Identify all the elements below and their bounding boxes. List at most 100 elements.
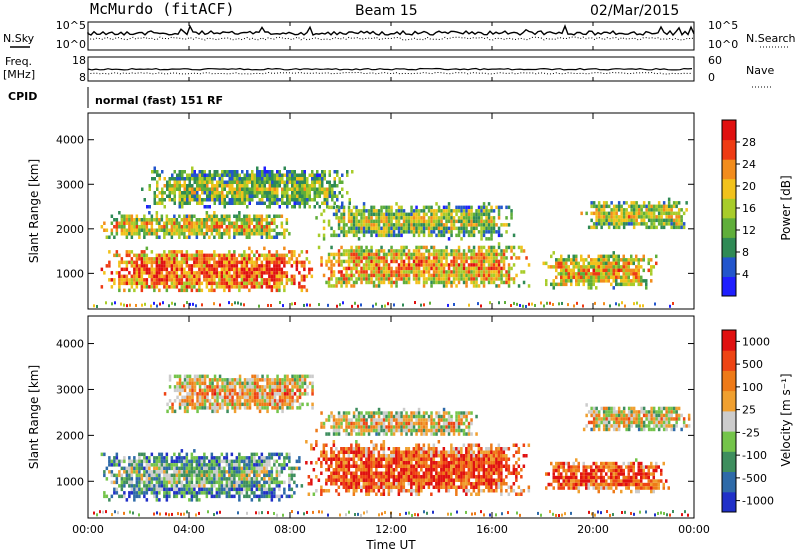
power-cell	[268, 271, 271, 275]
power-cell	[452, 219, 456, 224]
power-cell	[432, 245, 436, 250]
power-cell	[382, 205, 386, 210]
power-cell	[582, 258, 585, 262]
power-cell	[625, 282, 628, 287]
power-cell	[360, 256, 363, 260]
power-cell	[667, 201, 671, 205]
velocity-cell	[385, 464, 388, 468]
power-cell	[301, 180, 304, 184]
power-cell	[615, 208, 618, 212]
power-cell	[457, 249, 461, 253]
power-cell	[612, 218, 616, 223]
velocity-cell	[128, 491, 131, 495]
power-cell	[248, 198, 251, 202]
power-cell	[387, 266, 391, 271]
power-cell	[213, 228, 216, 232]
power-cell	[512, 252, 516, 257]
power-cell	[290, 264, 294, 268]
noise-panel-frame	[87, 21, 695, 51]
power-cell	[627, 211, 631, 216]
power-cell	[577, 275, 580, 280]
power-cell	[165, 221, 169, 225]
power-cell	[170, 228, 174, 232]
power-cell	[415, 205, 418, 210]
velocity-cell	[422, 478, 426, 482]
power-cell	[520, 270, 523, 274]
power-cell	[427, 270, 431, 274]
power-cell	[223, 173, 226, 177]
power-cell	[430, 226, 433, 231]
power-cell	[475, 266, 478, 271]
power-cell	[158, 274, 161, 279]
power-cell	[238, 281, 241, 286]
power-cell	[228, 235, 231, 239]
power-cell	[595, 225, 598, 230]
velocity-cell	[230, 484, 234, 488]
power-cell	[330, 205, 333, 210]
velocity-cell	[195, 463, 199, 467]
power-cell	[255, 221, 259, 225]
power-cell	[435, 256, 438, 260]
power-cell	[650, 258, 653, 262]
velocity-cell	[427, 464, 431, 468]
cpid-label: CPID	[8, 90, 37, 103]
power-cell	[647, 261, 650, 266]
power-cell	[457, 273, 461, 278]
power-cell	[405, 212, 408, 217]
power-cell	[575, 254, 578, 259]
power-cell	[283, 184, 286, 188]
velocity-cell	[410, 478, 413, 482]
velocity-cell	[340, 450, 343, 454]
power-cell	[241, 187, 244, 191]
power-cell	[123, 267, 126, 272]
power-cell	[665, 222, 668, 226]
power-colorbar-tick-label: 12	[742, 224, 756, 237]
power-cell	[180, 260, 184, 265]
power-cell	[175, 278, 179, 282]
velocity-cell	[397, 457, 401, 461]
velocity-cell	[133, 491, 136, 495]
velocity-cell	[410, 489, 413, 493]
power-cell	[480, 280, 483, 285]
velocity-cell	[208, 491, 211, 495]
power-cell	[357, 304, 359, 308]
power-cell	[342, 219, 346, 224]
power-cell	[230, 264, 234, 268]
velocity-cell	[288, 452, 291, 457]
power-cell	[168, 285, 171, 289]
power-cell	[230, 274, 234, 279]
power-cell	[218, 235, 221, 239]
power-cell	[580, 272, 583, 276]
power-cell	[445, 205, 448, 210]
power-cell	[430, 259, 433, 264]
power-cell	[427, 226, 431, 231]
power-cell	[637, 208, 641, 212]
power-cell	[610, 268, 613, 273]
velocity-cell	[123, 494, 126, 499]
power-cell	[607, 272, 610, 276]
power-cell	[655, 208, 658, 212]
velocity-cell	[193, 466, 196, 471]
power-cell	[175, 267, 179, 272]
power-cell	[271, 180, 274, 184]
power-cell	[200, 218, 204, 222]
power-cell	[270, 218, 274, 222]
power-cell	[445, 270, 448, 274]
velocity-cell	[158, 470, 161, 474]
velocity-cell	[397, 482, 401, 486]
power-cell	[278, 271, 281, 275]
power-cell	[505, 256, 508, 260]
power-cell	[215, 253, 219, 258]
power-cell	[198, 281, 201, 286]
power-cell	[273, 180, 276, 184]
power-cell	[455, 284, 458, 288]
power-cell	[153, 201, 156, 205]
power-cell	[188, 232, 191, 236]
power-cell	[221, 184, 224, 188]
power-cell	[595, 261, 598, 266]
power-cell	[485, 266, 488, 271]
power-cell	[410, 219, 413, 224]
velocity-cell	[150, 491, 154, 495]
power-cell	[625, 265, 628, 269]
power-cell	[333, 194, 336, 198]
